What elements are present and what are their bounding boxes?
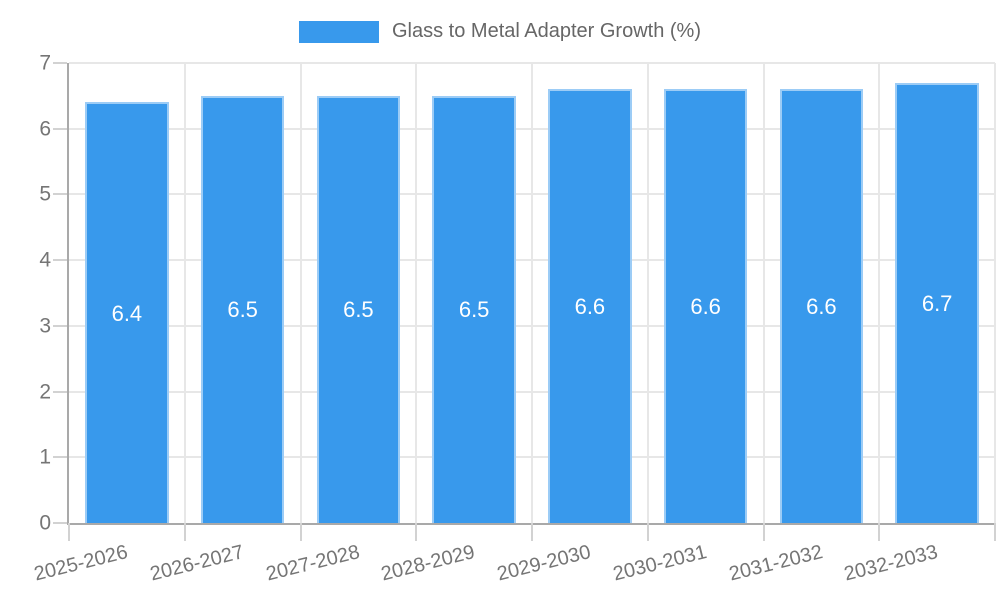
x-gridline bbox=[531, 63, 533, 523]
x-tick-mark bbox=[183, 523, 186, 541]
y-tick-label: 1 bbox=[39, 445, 51, 469]
x-gridline bbox=[415, 63, 418, 523]
y-tick-mark bbox=[53, 456, 67, 459]
x-tick-mark bbox=[762, 523, 765, 541]
x-tick-mark bbox=[994, 523, 996, 541]
x-tick-mark bbox=[646, 523, 649, 541]
bar-slot: 6.5 bbox=[301, 63, 417, 523]
bar-value-label: 6.5 bbox=[343, 297, 374, 323]
bar-value-label: 6.4 bbox=[111, 300, 143, 326]
bar-value-label: 6.6 bbox=[574, 294, 606, 320]
bar-value-label: 6.7 bbox=[921, 290, 953, 316]
x-tick-mark bbox=[531, 523, 533, 541]
x-axis: 2025-2026 2026-2027 2027-2028 2028-2029 2029… bbox=[32, 541, 993, 600]
x-gridline bbox=[878, 63, 881, 523]
bar-value-label: 6.5 bbox=[458, 297, 490, 323]
x-axis-label: 2032-2033 bbox=[842, 541, 941, 586]
y-tick-mark bbox=[53, 390, 67, 393]
plot-area: 6.4 6.5 6.5 6.5 6.6 6.6 6.6 6.7 bbox=[53, 62, 996, 541]
legend[interactable]: Glass to Metal Adapter Growth (%) bbox=[298, 20, 702, 43]
bar-2026-2027[interactable]: 6.5 bbox=[200, 95, 285, 523]
x-tick-mark bbox=[299, 523, 302, 541]
x-axis-label: 2026-2027 bbox=[147, 541, 246, 586]
bar-slot: 6.6 bbox=[648, 63, 764, 523]
x-tick-mark bbox=[415, 523, 418, 541]
bar-slot: 6.5 bbox=[416, 63, 532, 523]
x-axis-label: 2030-2031 bbox=[610, 541, 709, 586]
bar-value-label: 6.5 bbox=[227, 297, 258, 323]
x-axis-label: 2029-2030 bbox=[495, 541, 594, 586]
x-gridline bbox=[183, 63, 186, 523]
x-gridline bbox=[994, 63, 996, 523]
x-axis-label: 2031-2032 bbox=[726, 541, 825, 586]
y-tick-label: 6 bbox=[39, 117, 51, 141]
bar-slot: 6.7 bbox=[879, 63, 995, 523]
y-tick-label: 4 bbox=[39, 248, 51, 272]
bar-slot: 6.4 bbox=[69, 63, 185, 523]
legend-label: Glass to Metal Adapter Growth (%) bbox=[391, 20, 702, 42]
x-tick-mark bbox=[68, 523, 70, 541]
y-tick-label: 7 bbox=[39, 51, 51, 75]
bar-2029-2030[interactable]: 6.6 bbox=[548, 89, 632, 523]
y-tick-mark bbox=[53, 324, 67, 327]
bar-2032-2033[interactable]: 6.7 bbox=[895, 82, 979, 523]
x-gridline bbox=[762, 63, 765, 523]
y-tick-mark bbox=[53, 193, 67, 196]
y-tick-mark bbox=[53, 127, 67, 130]
x-axis-label: 2025-2026 bbox=[32, 541, 131, 586]
bar-2030-2031[interactable]: 6.6 bbox=[663, 89, 748, 523]
bar-value-label: 6.6 bbox=[806, 294, 837, 320]
y-tick-label: 3 bbox=[39, 314, 51, 338]
bar-slot: 6.5 bbox=[185, 63, 301, 523]
x-axis-label: 2027-2028 bbox=[263, 541, 362, 586]
legend-swatch bbox=[298, 20, 379, 43]
y-tick-mark bbox=[53, 522, 67, 524]
bar-2025-2026[interactable]: 6.4 bbox=[85, 102, 169, 523]
y-tick-mark bbox=[53, 259, 67, 262]
x-gridline bbox=[646, 63, 649, 523]
y-tick-label: 0 bbox=[39, 511, 51, 535]
y-tick-label: 2 bbox=[39, 380, 51, 404]
bar-slot: 6.6 bbox=[764, 63, 880, 523]
bar-2031-2032[interactable]: 6.6 bbox=[779, 89, 864, 523]
x-tick-mark bbox=[878, 523, 881, 541]
bars: 6.4 6.5 6.5 6.5 6.6 6.6 6.6 6.7 bbox=[69, 63, 995, 523]
y-tick-label: 5 bbox=[39, 182, 51, 206]
bar-value-label: 6.6 bbox=[690, 294, 721, 320]
bar-2028-2029[interactable]: 6.5 bbox=[432, 95, 516, 523]
bar-2027-2028[interactable]: 6.5 bbox=[316, 95, 401, 523]
bar-slot: 6.6 bbox=[532, 63, 648, 523]
y-tick-mark bbox=[53, 62, 67, 64]
x-axis-label: 2028-2029 bbox=[379, 541, 478, 586]
y-axis: 0 1 2 3 4 5 6 7 bbox=[0, 53, 51, 534]
x-gridline bbox=[299, 63, 302, 523]
